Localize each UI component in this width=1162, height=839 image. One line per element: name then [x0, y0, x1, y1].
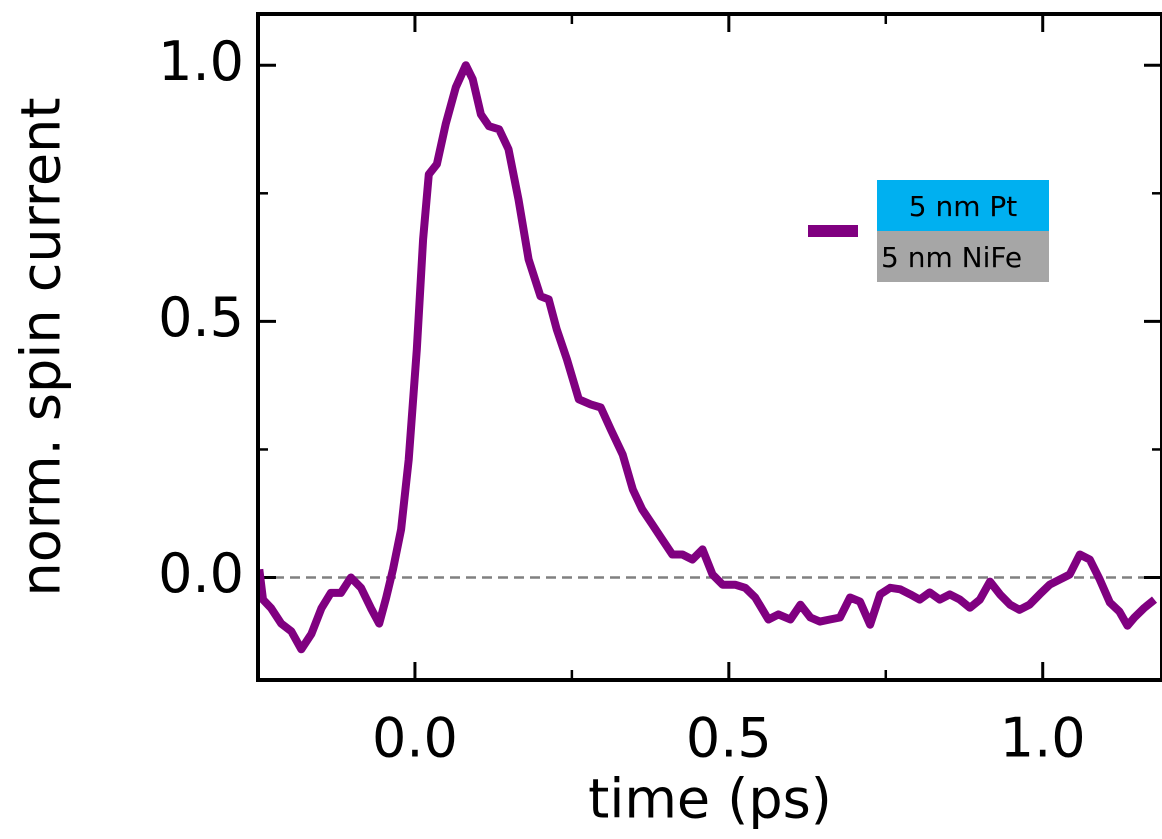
legend-layer	[877, 231, 1049, 282]
plot-frame	[256, 12, 1162, 682]
legend-label: 5 nm Pt	[909, 190, 1018, 223]
x-tick-label: 0.5	[686, 707, 772, 770]
y-axis-label: norm. spin current	[10, 97, 73, 596]
data-line	[258, 61, 1158, 654]
x-tick-label: 0.0	[372, 707, 458, 770]
legend-layer	[877, 180, 1049, 231]
x-axis-label: time (ps)	[588, 768, 832, 831]
y-tick-label: 0.5	[158, 286, 244, 349]
y-tick-label: 0.0	[158, 542, 244, 605]
legend-label: 5 nm NiFe	[881, 241, 1022, 274]
x-tick-label: 1.0	[1000, 707, 1086, 770]
y-tick-label: 1.0	[158, 30, 244, 93]
